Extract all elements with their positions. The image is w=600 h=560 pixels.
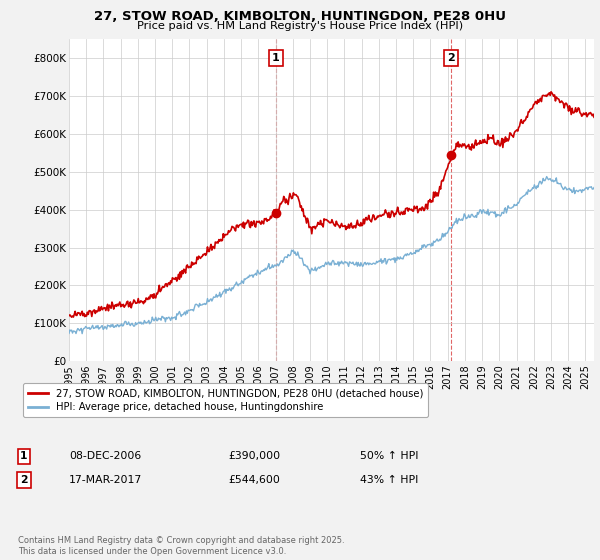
Text: 50% ↑ HPI: 50% ↑ HPI [360, 451, 419, 461]
Text: Contains HM Land Registry data © Crown copyright and database right 2025.
This d: Contains HM Land Registry data © Crown c… [18, 536, 344, 556]
Text: 08-DEC-2006: 08-DEC-2006 [69, 451, 141, 461]
Text: 2: 2 [448, 53, 455, 63]
Text: 27, STOW ROAD, KIMBOLTON, HUNTINGDON, PE28 0HU: 27, STOW ROAD, KIMBOLTON, HUNTINGDON, PE… [94, 10, 506, 23]
Text: 1: 1 [20, 451, 28, 461]
Text: 1: 1 [272, 53, 280, 63]
Text: £544,600: £544,600 [228, 475, 280, 485]
Text: 2: 2 [20, 475, 28, 485]
Text: 43% ↑ HPI: 43% ↑ HPI [360, 475, 418, 485]
Text: 17-MAR-2017: 17-MAR-2017 [69, 475, 142, 485]
Legend: 27, STOW ROAD, KIMBOLTON, HUNTINGDON, PE28 0HU (detached house), HPI: Average pr: 27, STOW ROAD, KIMBOLTON, HUNTINGDON, PE… [23, 384, 428, 417]
Text: Price paid vs. HM Land Registry's House Price Index (HPI): Price paid vs. HM Land Registry's House … [137, 21, 463, 31]
Text: £390,000: £390,000 [228, 451, 280, 461]
